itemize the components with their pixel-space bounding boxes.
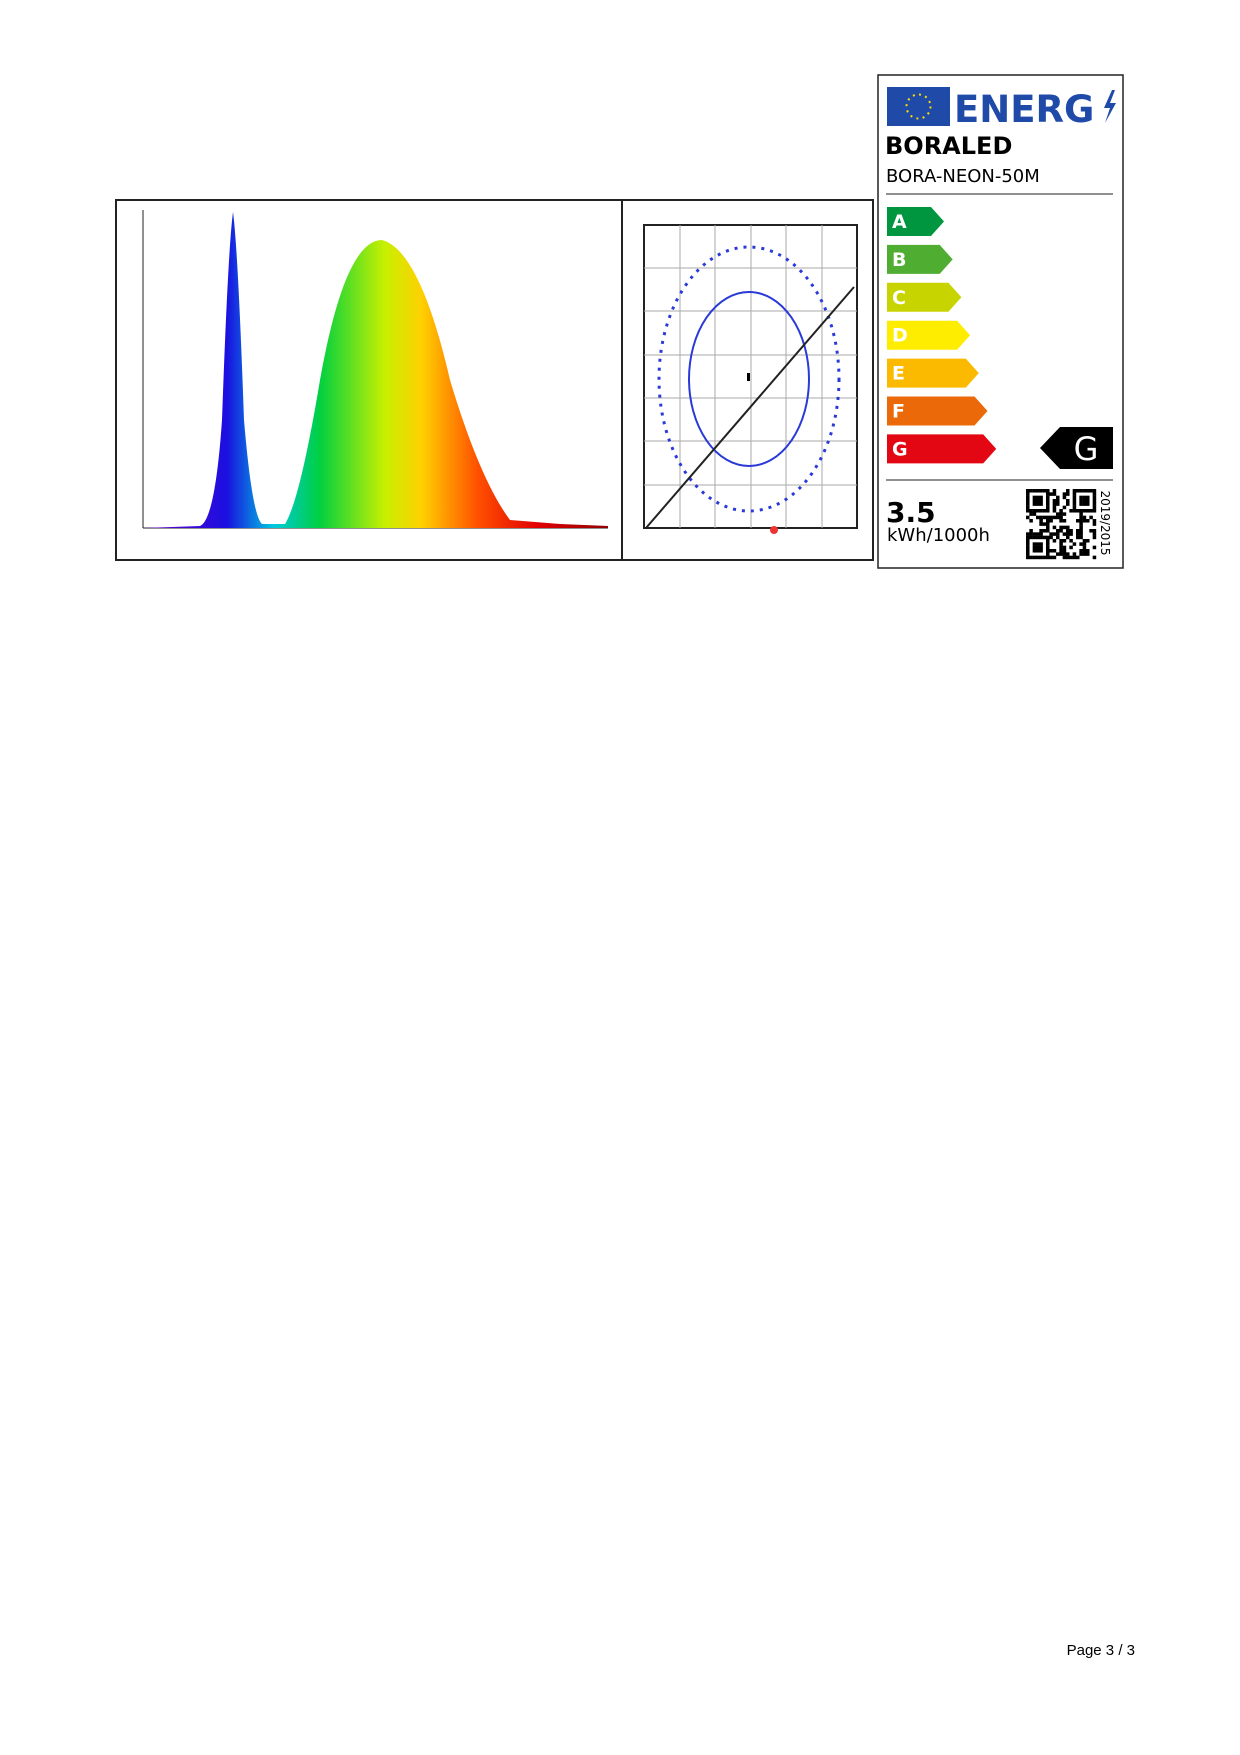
page-number: Page 3 / 3 <box>1067 1642 1135 1659</box>
class-arrow <box>887 396 988 426</box>
class-letter: G <box>892 438 908 460</box>
qr-code <box>1026 489 1097 560</box>
class-arrow <box>887 320 971 350</box>
class-arrow <box>887 282 962 312</box>
rated-class: G <box>1074 430 1099 468</box>
class-arrow <box>887 434 997 464</box>
supplier: BORALED <box>885 132 1012 160</box>
class-arrow <box>887 358 979 388</box>
class-letter: A <box>892 211 907 233</box>
unit: kWh/1000h <box>887 525 990 546</box>
class-letter: B <box>892 249 906 271</box>
class-arrow <box>887 244 953 274</box>
eu-flag <box>887 87 950 126</box>
logo-text: ENERG <box>954 88 1094 131</box>
consumption: 3.5 <box>886 496 936 529</box>
class-letter: C <box>892 287 906 309</box>
class-letter: D <box>892 325 908 347</box>
chromaticity-image <box>643 224 858 534</box>
class-letter: F <box>892 401 905 423</box>
class-letter: E <box>892 363 905 385</box>
class-arrow <box>887 207 944 236</box>
regulation: 2019/2015 <box>1098 490 1112 555</box>
model: BORA-NEON-50M <box>886 166 1040 187</box>
